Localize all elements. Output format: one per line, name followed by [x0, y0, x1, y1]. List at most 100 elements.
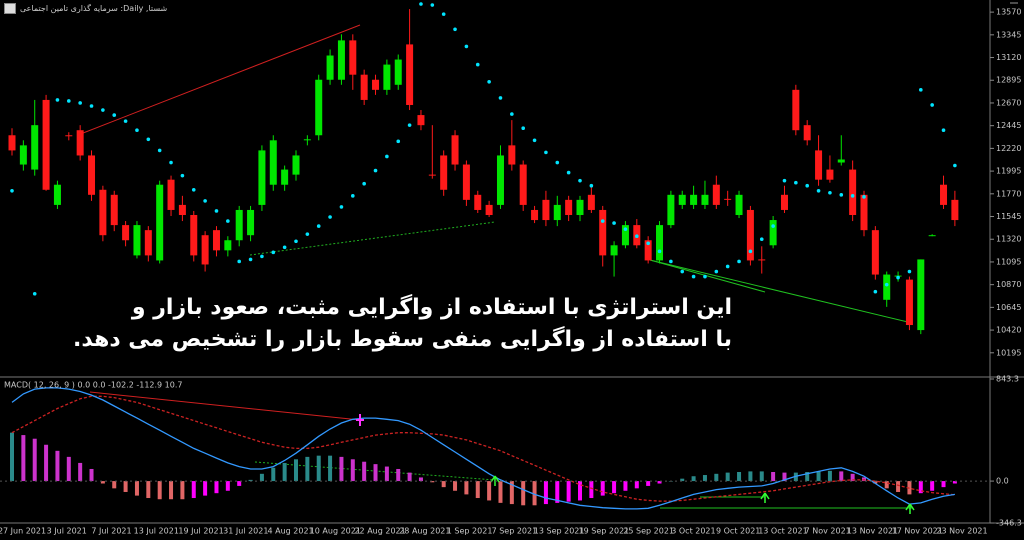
y-tick-label: 13120: [996, 53, 1021, 62]
sar-dot: [157, 148, 162, 153]
sar-dot: [566, 170, 571, 175]
histogram-bar: [328, 455, 333, 482]
histogram-bar: [634, 481, 639, 489]
sar-dot: [555, 160, 560, 165]
sar-dot: [623, 227, 628, 231]
candle-body: [758, 259, 766, 261]
sar-dot: [146, 137, 151, 142]
histogram-bar: [78, 462, 83, 482]
sar-dot: [305, 232, 310, 236]
candle-body: [496, 155, 504, 205]
trend-line: [649, 259, 766, 293]
x-tick-label: 13 Sep 2021: [534, 527, 585, 536]
x-tick-label: 19 Jul 2021: [178, 527, 223, 536]
candle-body: [360, 74, 368, 100]
sar-dot: [339, 205, 344, 209]
sar-dot: [953, 163, 957, 168]
candle-body: [349, 40, 357, 75]
histogram-bar: [725, 472, 730, 482]
sar-dot: [271, 250, 276, 255]
histogram-bar: [55, 450, 60, 482]
histogram-bar: [748, 471, 753, 482]
candle-body: [372, 79, 380, 90]
sar-dot: [839, 193, 844, 197]
histogram-bar: [657, 481, 662, 484]
histogram-bar: [816, 471, 821, 482]
histogram-bar: [169, 481, 174, 500]
histogram-bar: [282, 462, 287, 482]
histogram-bar: [123, 481, 128, 492]
candle-body: [224, 240, 232, 251]
sar-dot: [396, 139, 401, 144]
sar-dot: [67, 99, 71, 103]
histogram-bar: [407, 472, 412, 482]
candle-body: [201, 235, 209, 265]
histogram-bar: [896, 481, 901, 492]
y-tick-label: 11545: [996, 212, 1021, 221]
x-tick-label: 7 Sep 2021: [492, 527, 538, 536]
y-tick-label: 10645: [996, 303, 1021, 312]
candle-body: [917, 259, 925, 331]
sar-dot: [816, 188, 821, 193]
candle-body: [860, 194, 868, 231]
candle-body: [803, 125, 811, 141]
signal-line: [11, 395, 955, 502]
sar-dot: [316, 224, 321, 228]
sar-dot: [464, 44, 469, 49]
candle-body: [212, 230, 220, 251]
histogram-bar: [771, 472, 776, 482]
histogram-bar: [100, 481, 105, 484]
histogram-bar: [44, 444, 49, 482]
sar-dot: [703, 274, 707, 279]
histogram-bar: [498, 481, 503, 503]
histogram-bar: [32, 438, 37, 482]
candle-body: [576, 199, 584, 216]
y-tick-label: 843.3: [996, 375, 1019, 384]
candle-body: [724, 198, 732, 200]
histogram-bar: [509, 481, 514, 505]
y-tick-label: 13345: [996, 30, 1021, 39]
candle-body: [644, 240, 652, 261]
histogram-bar: [384, 466, 389, 482]
histogram-bar: [918, 481, 923, 494]
candle-body: [428, 174, 436, 176]
sar-dot: [680, 269, 685, 274]
candle-body: [837, 159, 845, 163]
histogram-bar: [225, 481, 230, 491]
sar-dot: [475, 62, 480, 67]
candle-body: [712, 184, 720, 205]
histogram-bar: [373, 464, 378, 482]
histogram-bar: [782, 472, 787, 482]
candle-body: [42, 99, 50, 190]
sar-dot: [282, 245, 287, 250]
candle-body: [621, 225, 629, 246]
annotation-line: با استفاده از واگرایی منفی سقوط بازار را…: [73, 327, 732, 352]
x-tick-label: 31 Jul 2021: [223, 527, 268, 536]
sar-dot: [169, 160, 173, 165]
histogram-bar: [952, 481, 957, 484]
candle-body: [19, 145, 27, 165]
arrow: [905, 503, 915, 514]
arrow: [760, 492, 770, 503]
candle-body: [133, 225, 141, 256]
candle-body: [178, 204, 186, 216]
histogram-bar: [259, 473, 264, 482]
x-tick-label: 10 Aug 2021: [310, 527, 361, 536]
x-tick-label: 27 Jun 2021: [0, 527, 46, 536]
icon: [4, 2, 16, 14]
candle-body: [394, 59, 402, 85]
histogram-bar: [589, 481, 594, 499]
sar-dot: [55, 98, 60, 102]
candle-body: [928, 235, 936, 237]
candle-body: [53, 184, 61, 205]
histogram-bar: [612, 481, 617, 494]
sar-dot: [214, 209, 219, 213]
sar-dot: [907, 269, 912, 274]
candle-body: [553, 204, 561, 221]
candle-body: [815, 150, 823, 180]
histogram-bar: [146, 481, 151, 499]
candle-body: [383, 64, 391, 90]
candle-body: [337, 40, 345, 80]
sar-dot: [737, 259, 741, 264]
histogram-bar: [396, 468, 401, 482]
